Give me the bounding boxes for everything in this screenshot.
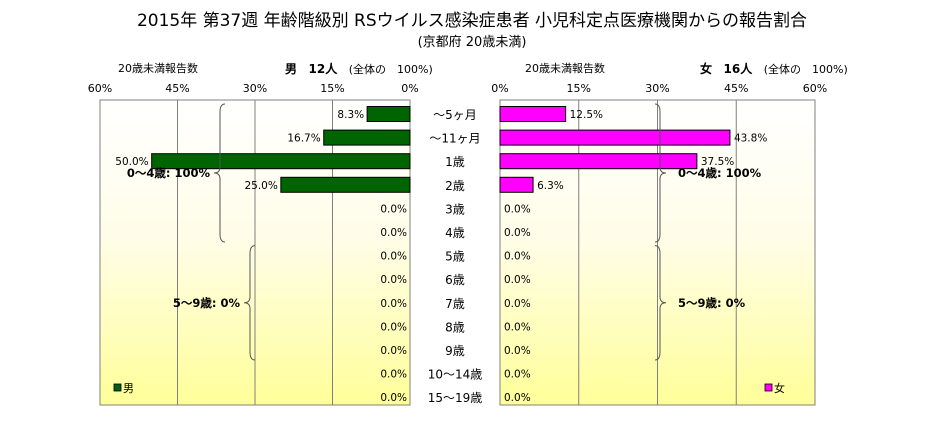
group-brace <box>654 245 667 361</box>
female-bar <box>499 106 567 122</box>
right-tick-label: 0% <box>491 82 508 95</box>
left-tick-label: 45% <box>165 82 189 95</box>
male-bar <box>323 129 411 146</box>
group-brace <box>243 245 256 361</box>
male-value-label: 0.0% <box>380 345 407 357</box>
female-value-label: 0.0% <box>504 345 531 357</box>
category-label: ～5ヶ月 <box>433 108 477 122</box>
category-label: ～11ヶ月 <box>429 132 480 146</box>
category-label: 10～14歳 <box>428 368 483 382</box>
legend-female-label: 女 <box>774 381 785 395</box>
category-label: 7歳 <box>445 297 465 311</box>
male-value-label: 16.7% <box>287 133 320 145</box>
female-value-label: 0.0% <box>504 227 531 239</box>
female-bar <box>499 129 731 146</box>
left-report-count-label: 20歳未満報告数 <box>118 62 198 75</box>
female-value-label: 0.0% <box>504 298 531 310</box>
female-value-label: 12.5% <box>570 109 603 121</box>
group-label: 0～4歳: 100% <box>678 166 762 180</box>
male-value-label: 0.0% <box>380 321 407 333</box>
male-bar <box>366 106 411 122</box>
category-label: 4歳 <box>445 226 465 240</box>
right-tick-label: 15% <box>567 82 591 95</box>
male-value-label: 8.3% <box>337 109 364 121</box>
group-label: 5～9歳: 0% <box>173 296 241 310</box>
female-value-label: 0.0% <box>504 251 531 263</box>
male-value-label: 25.0% <box>244 180 277 192</box>
group-label: 5～9歳: 0% <box>678 296 746 310</box>
category-label: 1歳 <box>445 155 465 169</box>
female-value-label: 6.3% <box>537 180 564 192</box>
right-count: 16人 <box>723 62 753 76</box>
category-label: 15～19歳 <box>428 391 483 405</box>
female-value-label: 0.0% <box>504 203 531 215</box>
legend-male-swatch <box>113 383 122 392</box>
category-label: 9歳 <box>445 344 465 358</box>
male-bar <box>151 153 411 170</box>
left-tick-label: 0% <box>401 82 418 95</box>
male-value-label: 50.0% <box>115 156 148 168</box>
left-sex-count: 男 12人 (全体の 100%) <box>285 60 433 77</box>
group-label: 0～4歳: 100% <box>127 166 211 180</box>
male-value-label: 0.0% <box>380 274 407 286</box>
left-sex: 男 <box>285 62 298 76</box>
right-report-count-label: 20歳未満報告数 <box>525 62 605 75</box>
female-value-label: 0.0% <box>504 392 531 404</box>
right-note: (全体の 100%) <box>763 63 848 76</box>
right-tick-label: 30% <box>645 82 669 95</box>
right-sex-count: 女 16人 (全体の 100%) <box>700 60 848 77</box>
legend-male-label: 男 <box>123 382 134 395</box>
female-value-label: 0.0% <box>504 274 531 286</box>
male-value-label: 0.0% <box>380 251 407 263</box>
female-value-label: 37.5% <box>701 156 734 168</box>
female-bar <box>499 153 698 170</box>
left-tick-label: 15% <box>320 82 344 95</box>
chart-subtitle: (京都府 20歳未満) <box>417 35 527 50</box>
right-tick-label: 45% <box>724 82 748 95</box>
right-sex: 女 <box>700 62 713 76</box>
group-brace <box>654 103 667 243</box>
category-label: 5歳 <box>445 250 465 264</box>
category-label: 2歳 <box>445 179 465 193</box>
female-value-label: 43.8% <box>734 133 767 145</box>
male-value-label: 0.0% <box>380 203 407 215</box>
category-label: 8歳 <box>445 320 465 334</box>
male-value-label: 0.0% <box>380 227 407 239</box>
left-tick-label: 30% <box>243 82 267 95</box>
chart-title: 2015年 第37週 年齢階級別 RSウイルス感染症患者 小児科定点医療機関から… <box>136 11 808 31</box>
right-tick-label: 60% <box>803 82 827 95</box>
left-tick-label: 60% <box>88 82 112 95</box>
group-brace <box>213 103 226 243</box>
male-value-label: 0.0% <box>380 369 407 381</box>
category-label: 6歳 <box>445 273 465 287</box>
legend-female-swatch <box>764 383 773 392</box>
category-label: 3歳 <box>445 202 465 216</box>
male-value-label: 0.0% <box>380 392 407 404</box>
female-bar <box>499 176 534 193</box>
male-value-label: 0.0% <box>380 298 407 310</box>
female-value-label: 0.0% <box>504 321 531 333</box>
male-bar <box>280 176 411 193</box>
female-value-label: 0.0% <box>504 369 531 381</box>
left-count: 12人 <box>308 62 338 76</box>
left-note: (全体の 100%) <box>348 63 433 76</box>
